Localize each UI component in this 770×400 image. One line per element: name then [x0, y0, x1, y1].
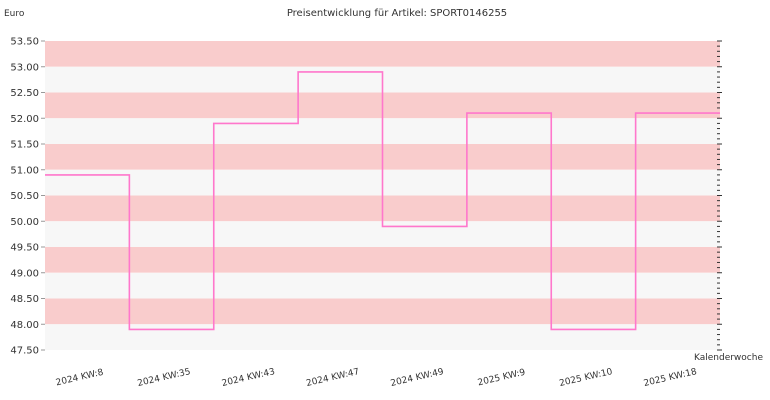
- x-axis-label: Kalenderwoche: [694, 353, 763, 363]
- right-axis-ticks: [717, 40, 722, 351]
- x-tick-label: 2024 KW:35: [137, 367, 192, 389]
- y-tick-label: 53.00: [10, 62, 39, 73]
- y-tick-label: 50.50: [10, 191, 39, 202]
- y-tick-label: 49.00: [10, 268, 39, 279]
- y-tick-label: 50.00: [10, 217, 39, 228]
- x-tick-label: 2024 KW:43: [221, 367, 276, 389]
- y-tick-label: 47.50: [10, 346, 39, 357]
- y-tick-label: 51.50: [10, 140, 39, 151]
- band: [45, 298, 720, 325]
- x-tick-label: 2025 KW:18: [643, 367, 698, 389]
- band: [45, 324, 720, 350]
- price-series-line: [45, 71, 720, 331]
- y-tick-label: 48.50: [10, 294, 39, 305]
- band: [45, 247, 720, 273]
- x-tick-label: 2024 KW:8: [55, 368, 105, 389]
- x-tick-label: 2025 KW:10: [558, 367, 613, 389]
- y-tick-label: 49.50: [10, 243, 39, 254]
- y-tick-label: 51.00: [10, 165, 39, 176]
- y-tick-label: 52.50: [10, 88, 39, 99]
- band: [45, 41, 720, 67]
- chart-title: Preisentwicklung für Artikel: SPORT01462…: [287, 8, 507, 19]
- y-axis-label: Euro: [4, 9, 25, 19]
- x-axis-ticks: 2024 KW:8 2024 KW:35 2024 KW:43 2024 KW:47 2…: [55, 367, 698, 389]
- band: [45, 272, 720, 299]
- y-tick-label: 53.50: [10, 37, 39, 48]
- x-tick-label: 2024 KW:47: [305, 367, 360, 389]
- y-axis-ticks: 53.50 53.00 52.50 52.00 51.50 51.00 50.50 50.00…: [10, 37, 45, 357]
- x-tick-label: 2025 KW:9: [477, 368, 527, 389]
- y-tick-label: 48.00: [10, 320, 39, 331]
- x-tick-label: 2024 KW:49: [390, 367, 445, 389]
- y-tick-label: 52.00: [10, 114, 39, 125]
